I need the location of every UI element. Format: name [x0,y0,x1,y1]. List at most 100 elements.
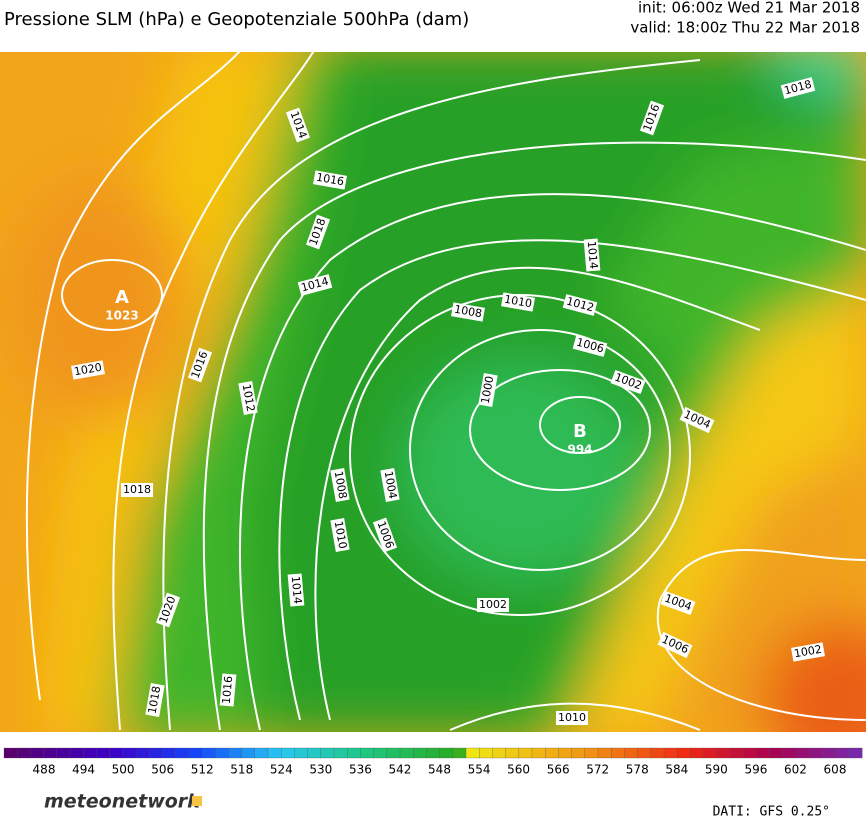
colorbar-cell [333,747,348,759]
isobar-value: 1010 [332,520,350,550]
colorbar-cell [492,747,507,759]
isobar-value: 1010 [503,293,533,311]
colorbar-cell [822,747,837,759]
label-box [657,631,693,659]
isobar-value: 1008 [453,303,483,321]
pressure-center-symbol: A [115,287,129,308]
logo: meteonetwork [44,791,201,813]
colorbar-cell [558,747,573,759]
isobar-label: 1002 [477,598,509,612]
label-box [71,360,105,380]
colorbar-label: 524 [270,763,293,777]
colorbar-label: 506 [151,763,174,777]
colorbar-cell [109,747,124,759]
pressure-center-value: 1023 [105,309,138,323]
label-box [501,292,535,312]
label-box [297,274,333,296]
label-box [287,573,305,607]
valid-time: valid: 18:00z Thu 22 Mar 2018 [630,19,860,37]
colorbar-cell [281,747,295,759]
label-box [372,517,398,553]
colorbar-label: 578 [626,763,649,777]
colorbar-cell [135,747,150,759]
isobar-label: 1018 [121,483,153,497]
colorbar-label: 566 [547,763,570,777]
colorbar-cell [795,747,810,759]
isobar-label: 1008 [330,468,350,502]
isobar-label: 1004 [380,468,400,502]
colorbar-cell [769,747,784,759]
pressure-center-symbol: B [573,421,587,442]
label-box [313,170,347,190]
colorbar: 488 494 500 506 512 518 524 530 536 542 548 554 560 5… [3,747,863,777]
colorbar-cell [624,747,639,759]
label-box [305,214,331,250]
colorbar-label: 500 [112,763,135,777]
colorbar-cell [360,747,375,759]
colorbar-cell [3,747,18,759]
colorbar-cell [215,747,229,759]
label-box [791,642,825,662]
isobar-value: 1008 [332,470,350,500]
colorbar-cell [373,747,388,759]
isobar-label: 1010 [330,518,350,552]
isobar-value: 1018 [146,685,164,715]
label-box [380,468,400,502]
colorbar-cell [690,747,705,759]
colorbar-cell [175,747,190,759]
colorbar-cell [809,747,823,759]
colorbar-label: 602 [784,763,807,777]
colorbar-label: 554 [468,763,491,777]
isobar-value: 1012 [240,383,258,413]
isobar-label: 1012 [562,294,598,316]
label-box [187,347,213,383]
colorbar-cell [386,747,401,759]
colorbar-cell [743,747,757,759]
init-time: init: 06:00z Wed 21 Mar 2018 [638,0,860,17]
isobar-label: 1010 [501,292,535,312]
label-box [219,673,237,707]
label-box [556,711,588,725]
isobar-label: 1014 [297,274,333,296]
map-field [0,52,866,732]
colorbar-label: 590 [705,763,728,777]
isobar-label: 1016 [313,170,347,190]
label-box [330,518,350,552]
colorbar-cell [597,747,612,759]
label-box [660,590,696,616]
colorbar-cell [663,747,678,759]
colorbar-cell [347,747,361,759]
isobar-label: 1018 [145,683,165,717]
isobar-label: 1014 [287,573,305,607]
colorbar-cell [201,747,216,759]
colorbar-label: 596 [744,763,767,777]
isobar-label: 1002 [791,642,825,662]
colorbar-cell [848,747,863,759]
isobar-label: 1020 [71,360,105,380]
colorbar-cell [254,747,269,759]
colorbar-cell [294,747,309,759]
colorbar-label: 560 [507,763,530,777]
isobar-value: 1016 [220,675,235,704]
colorbar-cell [188,747,203,759]
isobar-value: 1002 [793,643,823,661]
colorbar-label: 572 [586,763,609,777]
colorbar-cell [241,747,256,759]
colorbar-cell [756,747,771,759]
label-box [639,100,665,136]
colorbar-cell [30,747,45,759]
colorbar-cell [56,747,71,759]
colorbar-cell [17,747,31,759]
colorbar-cell [505,747,520,759]
label-box [679,406,715,434]
isobar-value: 1002 [479,598,507,611]
colorbar-cell [518,747,533,759]
colorbar-cell [782,747,797,759]
colorbar-cell [637,747,652,759]
isobar-label: 1018 [780,77,816,99]
isobar-value: 1004 [382,470,400,500]
colorbar-cell [584,747,599,759]
colorbar-label: 548 [428,763,451,777]
